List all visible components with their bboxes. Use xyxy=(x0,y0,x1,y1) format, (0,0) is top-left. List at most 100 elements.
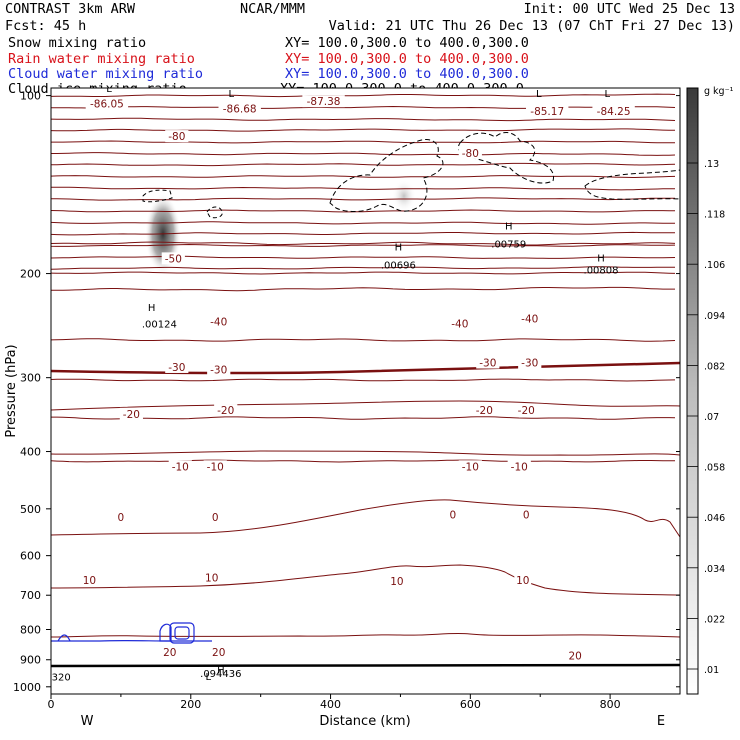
temperature-contour-label: 20 xyxy=(212,647,225,659)
x-tick-label: 600 xyxy=(460,698,481,711)
temperature-contour-line xyxy=(51,117,676,122)
contour-label-bg xyxy=(472,404,496,417)
y-tick-label: 400 xyxy=(20,446,41,459)
extremum-value-label: .00696 xyxy=(381,260,416,271)
temperature-contour-label: -20 xyxy=(518,405,535,417)
contour-label-bg xyxy=(518,356,542,369)
temperature-contour-label: 20 xyxy=(163,647,176,659)
contour-label-bg xyxy=(210,645,228,658)
field-xy-rain: XY= 100.0,300.0 to 400.0,300.0 xyxy=(285,51,529,67)
extremum-marker: H xyxy=(217,665,225,676)
contour-label-bg xyxy=(165,360,189,373)
contour-label-bg xyxy=(168,460,192,473)
temperature-contour-line xyxy=(51,564,680,596)
colorbar-tick-label: .13 xyxy=(704,159,719,170)
contour-label-bg xyxy=(207,315,231,328)
y-tick-label: 1000 xyxy=(13,681,41,694)
contour-label-bg xyxy=(218,102,261,115)
contour-label-bg xyxy=(165,130,189,143)
temperature-contour-label: -86.05 xyxy=(90,99,124,111)
y-tick-label: 600 xyxy=(20,550,41,563)
y-tick-label: 300 xyxy=(20,372,41,385)
contour-label-bg xyxy=(161,252,185,265)
extremum-value-label: .00808 xyxy=(584,266,619,277)
colorbar-tick-label: .022 xyxy=(704,614,725,625)
temperature-contour-label: -80 xyxy=(168,131,185,143)
temperature-contour-line xyxy=(51,140,675,144)
contour-labels: -86.05 -86.68 -87.38 -85.17 -84.25 -80 -80 -50 -… xyxy=(81,95,635,663)
colorbar-tick-label: .106 xyxy=(704,260,725,271)
y-tick-label: 200 xyxy=(20,268,41,281)
temperature-contour-line xyxy=(51,209,676,213)
colorbar-tick-label: .034 xyxy=(704,564,725,575)
contour-label-bg xyxy=(207,363,231,376)
contour-label-bg xyxy=(507,460,531,473)
temperature-contour-line xyxy=(51,175,676,179)
x-tick-label: 800 xyxy=(600,698,621,711)
extremum-marker: H xyxy=(148,303,156,314)
colorbar-ticks: .01 .022 .034 .046 .058 .07 .082 .094 .106 .118 .1… xyxy=(687,159,725,676)
temperature-contour-label: -87.38 xyxy=(307,96,341,108)
x-axis-west-label: W xyxy=(81,714,94,729)
colorbar-tick-label: .094 xyxy=(704,311,725,322)
temperature-contour-label: -30 xyxy=(210,365,227,377)
field-name-cloud-water: Cloud water mixing ratio xyxy=(8,66,203,82)
extremum-marker: H xyxy=(597,254,605,265)
extremum-marker: L xyxy=(536,89,542,100)
temperature-contour-label: -50 xyxy=(165,253,182,265)
x-axis-east-label: E xyxy=(657,714,665,729)
temperature-contour-label: -10 xyxy=(172,461,189,473)
field-name-snow: Snow mixing ratio xyxy=(8,35,146,51)
contour-label-bg xyxy=(521,508,532,521)
temperature-contour-line xyxy=(51,221,676,225)
temperature-contour-label: 10 xyxy=(390,576,403,588)
temperature-contour-label: 0 xyxy=(523,509,530,521)
temperature-contour-label: -30 xyxy=(479,358,496,370)
temperature-contour-label: -30 xyxy=(168,362,185,374)
colorbar-unit: g kg⁻¹ xyxy=(704,86,734,97)
contour-label-bg xyxy=(458,460,482,473)
temperature-contour-label: -10 xyxy=(462,461,479,473)
cloud-water-contour-c xyxy=(174,626,190,640)
temperature-contour-label: 10 xyxy=(516,575,529,587)
contour-label-bg xyxy=(203,571,221,584)
temperature-contour-label: -10 xyxy=(207,461,224,473)
extremum-marker: L xyxy=(326,78,332,89)
temperature-contour-line xyxy=(51,93,676,98)
y-tick-label: 100 xyxy=(20,90,41,103)
x-axis-label: Distance (km) xyxy=(319,714,410,729)
field-xy-snow: XY= 100.0,300.0 to 400.0,300.0 xyxy=(285,35,529,51)
temperature-contours xyxy=(51,93,680,638)
contour-label-bg xyxy=(458,146,482,159)
temperature-contour-label: 10 xyxy=(205,572,218,584)
contour-label-bg xyxy=(514,574,532,587)
temperature-contour-line xyxy=(51,152,676,156)
field-xy-cloud-water: XY= 100.0,300.0 to 400.0,300.0 xyxy=(285,66,529,82)
temperature-contour-line xyxy=(51,378,676,382)
cloud-ice-contours xyxy=(142,132,680,219)
init-time: Init: 00 UTC Wed 25 Dec 13 xyxy=(524,1,735,17)
temperature-contour-label: -84.25 xyxy=(597,106,631,118)
temperature-contour-line xyxy=(51,499,680,538)
temperature-contour-line xyxy=(51,231,676,236)
contour-label-bg xyxy=(161,645,179,658)
temperature-contour-line xyxy=(51,186,675,191)
colorbar-tick-label: .082 xyxy=(704,361,725,372)
contour-label-bg xyxy=(514,404,538,417)
extremum-value-label: .00124 xyxy=(142,320,177,331)
y-axis-label: Pressure (hPa) xyxy=(4,344,19,437)
snow-shading-secondary xyxy=(392,180,416,212)
extremum-value-label: 1320 xyxy=(45,672,70,683)
temperature-contour-line xyxy=(51,197,676,201)
extremum-marker: H xyxy=(395,243,403,254)
temperature-contour-label: -40 xyxy=(210,317,227,329)
temperature-contour-line xyxy=(51,450,680,456)
y-tick-label: 500 xyxy=(20,503,41,516)
temperature-contour-line xyxy=(51,128,676,132)
contour-label-bg xyxy=(214,404,238,417)
plot-frame xyxy=(50,87,681,695)
colorbar-tick-label: .01 xyxy=(704,665,719,676)
